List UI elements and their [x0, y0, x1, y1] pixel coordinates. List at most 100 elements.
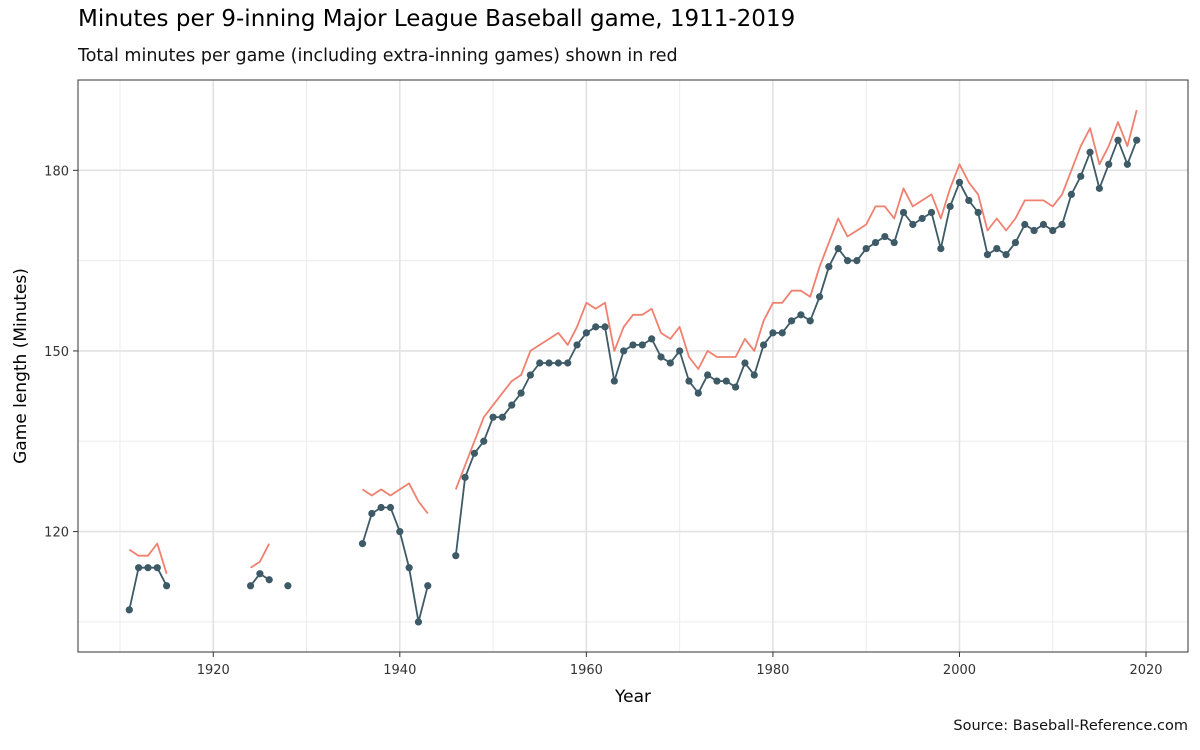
- series-layer: [125, 109, 1141, 626]
- data-point: [1123, 160, 1131, 168]
- data-point: [1133, 136, 1141, 144]
- y-tick-label: 150: [44, 345, 69, 360]
- series-line-segment: [128, 542, 168, 574]
- data-point: [592, 323, 600, 331]
- x-tick-label: 1960: [570, 663, 603, 678]
- data-point: [694, 389, 702, 397]
- series-line-segment: [362, 482, 429, 515]
- data-point: [1049, 226, 1057, 235]
- data-point: [666, 359, 674, 367]
- data-point: [461, 473, 469, 481]
- data-point: [1011, 238, 1020, 247]
- data-point: [890, 238, 898, 247]
- data-point: [946, 202, 954, 211]
- data-point: [648, 335, 656, 343]
- data-point: [508, 401, 516, 409]
- data-point: [871, 238, 880, 247]
- data-point: [685, 377, 693, 385]
- data-point: [629, 341, 637, 349]
- data-point: [265, 576, 273, 584]
- data-point: [564, 359, 572, 367]
- data-point: [405, 564, 413, 572]
- data-point: [284, 582, 292, 590]
- chart-caption: Source: Baseball-Reference.com: [953, 718, 1188, 734]
- data-point: [545, 359, 553, 367]
- data-point: [489, 413, 497, 421]
- data-point: [918, 214, 926, 223]
- data-point: [368, 509, 376, 518]
- data-point: [246, 582, 255, 590]
- data-point: [163, 582, 171, 590]
- data-point: [853, 257, 861, 265]
- data-point: [358, 540, 367, 548]
- series-nine-inning: [125, 136, 1141, 626]
- data-point: [1030, 226, 1038, 235]
- data-point: [414, 618, 423, 626]
- data-point: [1105, 160, 1113, 168]
- data-point: [909, 220, 917, 229]
- x-tick-label: 1940: [383, 663, 416, 678]
- data-point: [778, 329, 786, 337]
- data-point: [741, 359, 749, 367]
- data-point: [881, 232, 889, 241]
- data-point: [536, 359, 544, 367]
- data-point: [806, 317, 814, 325]
- x-tick-label: 1980: [756, 663, 789, 678]
- data-point: [452, 552, 460, 560]
- series-line-segment: [454, 109, 1138, 490]
- data-point: [899, 208, 908, 217]
- y-axis-title: Game length (Minutes): [11, 268, 31, 464]
- data-point: [834, 244, 842, 253]
- data-point: [517, 389, 525, 397]
- data-point: [1002, 251, 1010, 259]
- data-point: [983, 251, 992, 259]
- data-point: [1095, 184, 1103, 192]
- data-point: [713, 377, 721, 385]
- data-point: [582, 329, 590, 337]
- data-point: [638, 341, 646, 349]
- y-tick-label: 180: [44, 164, 69, 179]
- data-point: [843, 257, 852, 265]
- series-line-segment: [250, 543, 271, 569]
- series-line-segment: [454, 139, 1138, 556]
- data-point: [1058, 220, 1066, 229]
- data-point: [797, 311, 805, 319]
- data-point: [424, 582, 432, 590]
- data-point: [722, 377, 730, 385]
- series-line-segment: [361, 506, 429, 623]
- plot-panel-border: [77, 79, 1189, 653]
- y-tick-label: 120: [44, 526, 69, 541]
- data-point: [1077, 172, 1085, 180]
- data-point: [135, 564, 143, 572]
- data-point: [377, 503, 385, 512]
- data-point: [993, 244, 1001, 253]
- x-tick-label: 1920: [197, 663, 230, 678]
- chart-subtitle: Total minutes per game (including extra-…: [78, 46, 678, 66]
- data-point: [256, 570, 264, 578]
- data-point: [1114, 136, 1122, 144]
- data-point: [601, 323, 609, 331]
- data-point: [1086, 148, 1094, 156]
- data-point: [732, 383, 740, 391]
- chart-title: Minutes per 9-inning Major League Baseba…: [78, 6, 796, 32]
- data-point: [144, 564, 152, 572]
- data-point: [769, 329, 777, 337]
- data-point: [965, 196, 973, 205]
- data-point: [498, 413, 507, 421]
- data-point: [759, 341, 768, 349]
- data-point: [610, 377, 618, 385]
- data-point: [1021, 220, 1029, 229]
- data-point: [937, 244, 945, 253]
- minor-gridlines: [78, 79, 1188, 652]
- y-axis-ticks: 120 150 180: [44, 164, 78, 541]
- data-point: [862, 244, 870, 253]
- data-point: [470, 449, 479, 457]
- data-point: [787, 317, 796, 325]
- x-tick-label: 2020: [1129, 663, 1162, 678]
- data-point: [704, 371, 712, 379]
- series-total-minutes: [128, 109, 1138, 574]
- data-point: [974, 208, 982, 217]
- data-point: [153, 564, 161, 572]
- data-point: [396, 527, 404, 536]
